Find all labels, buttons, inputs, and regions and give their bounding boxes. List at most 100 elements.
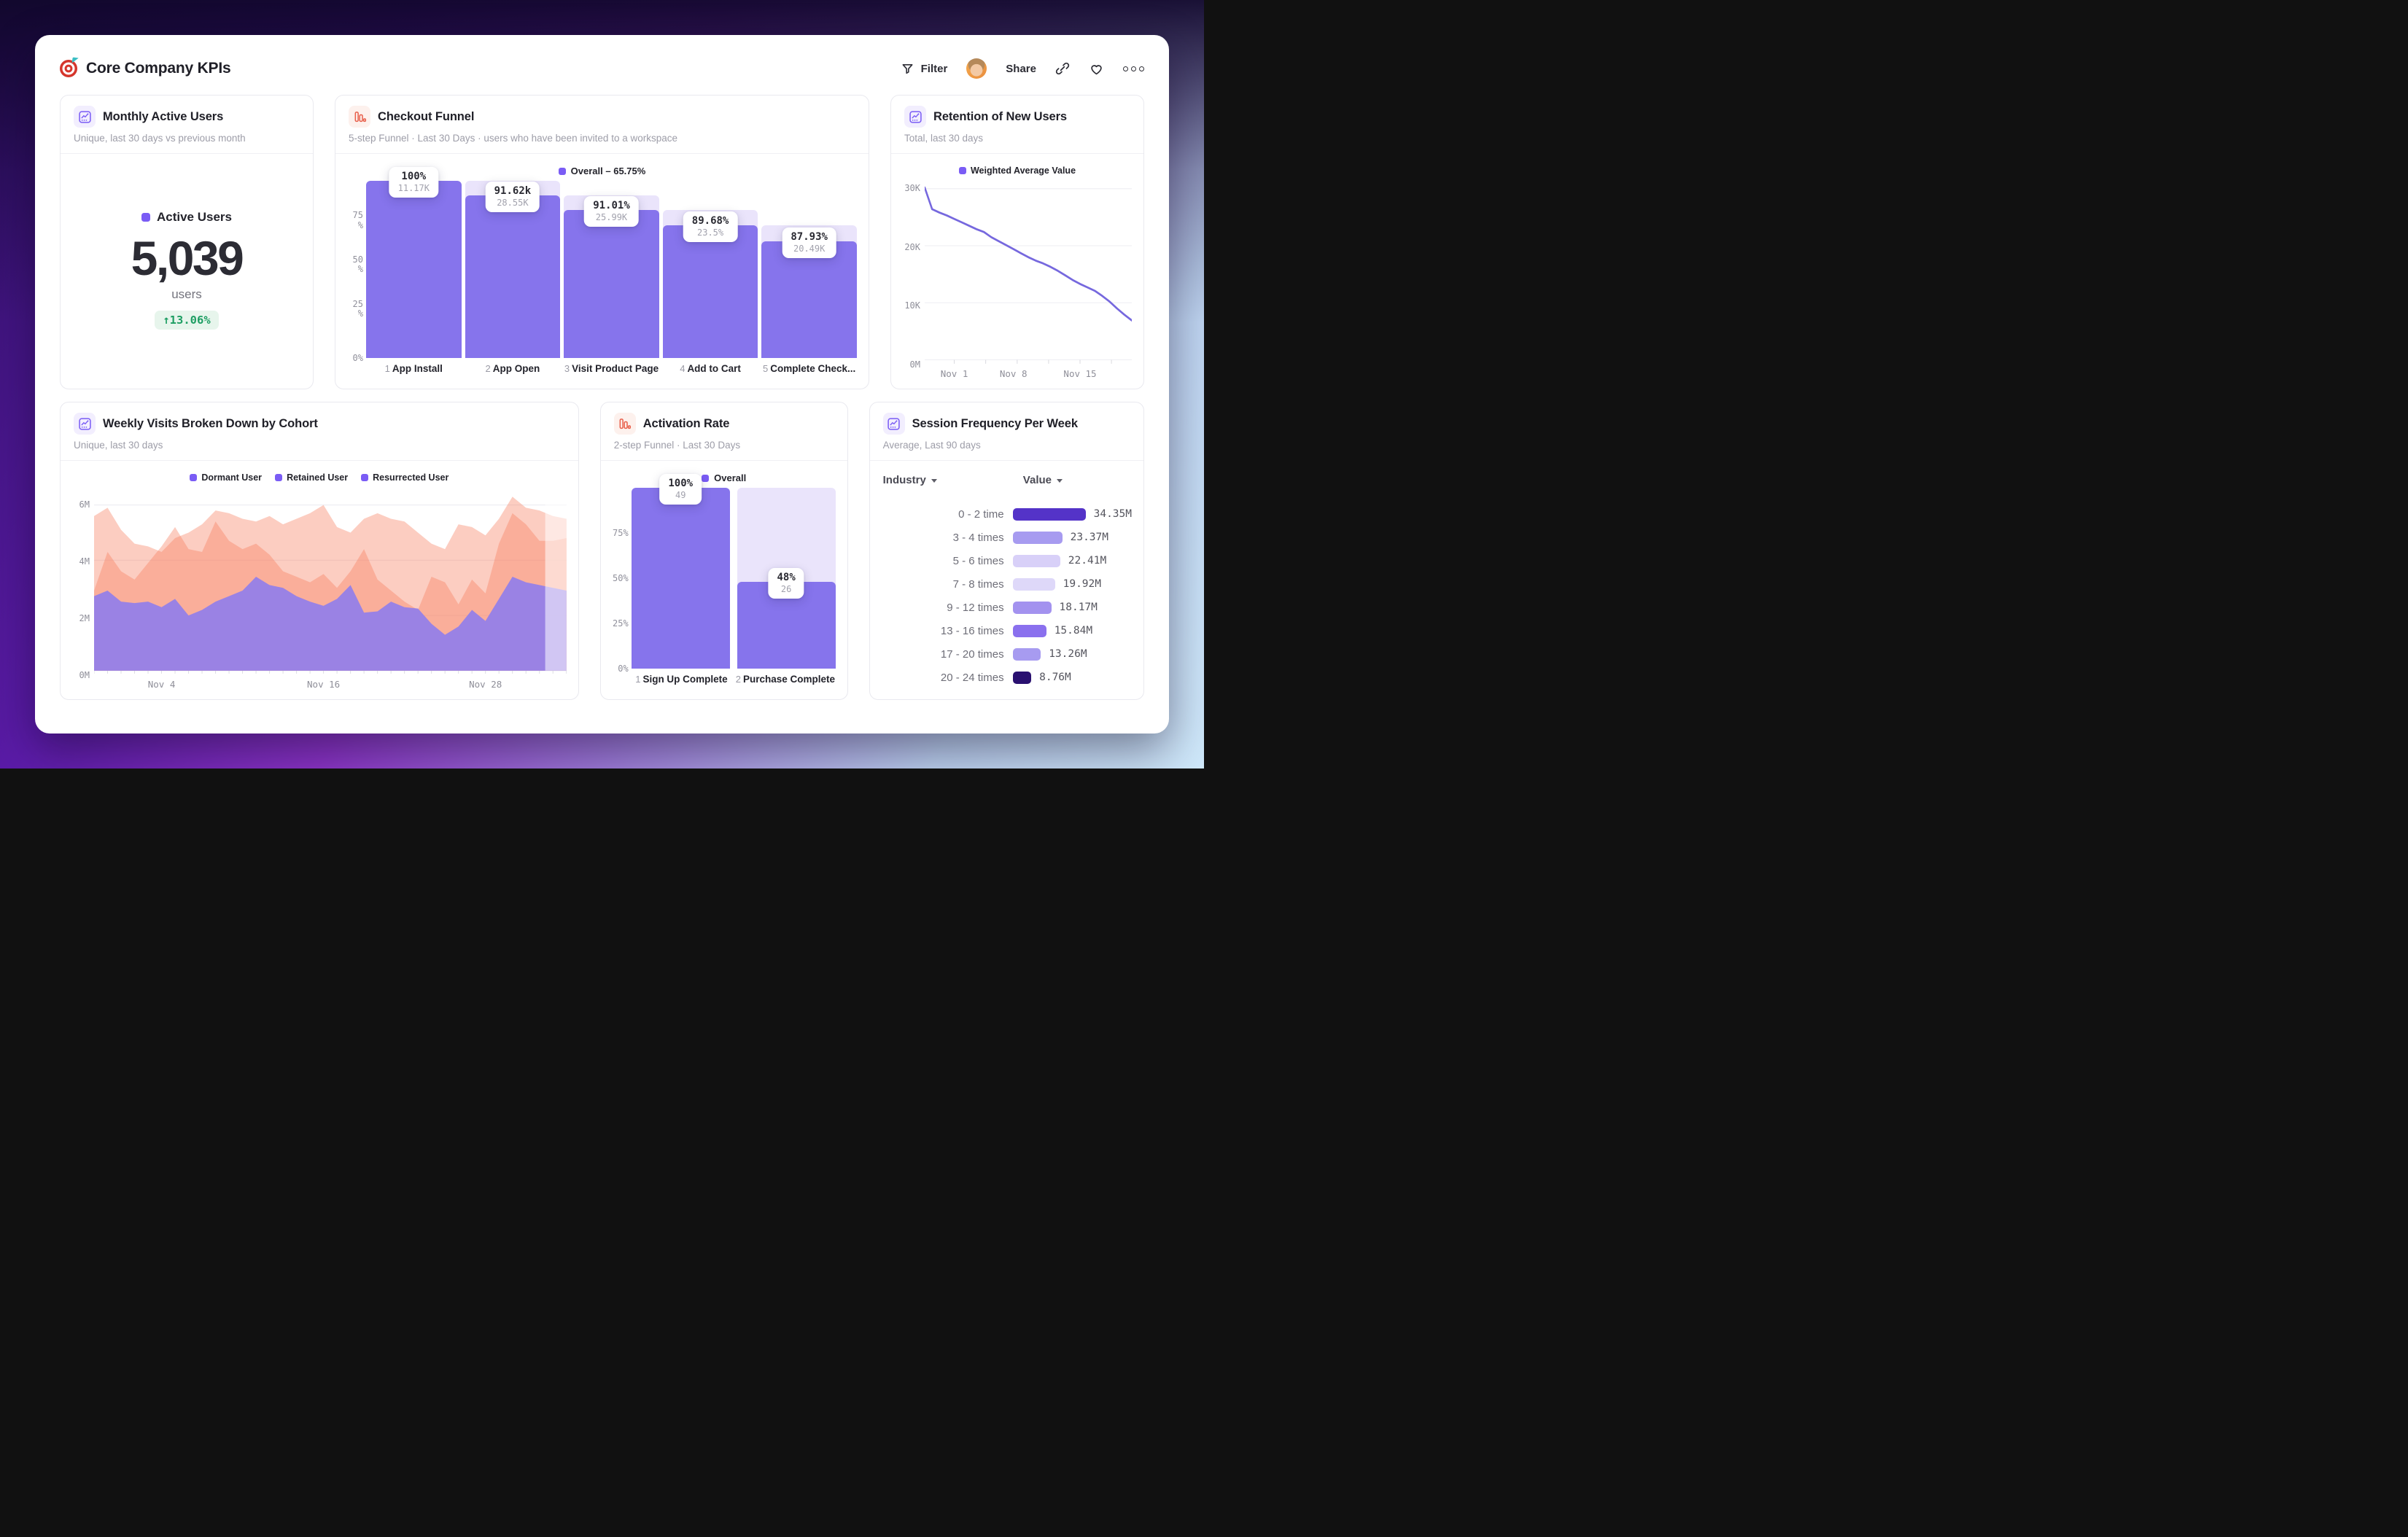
card-monthly-active-users: Monthly Active Users Unique, last 30 day…: [60, 95, 314, 389]
funnel-bar-4[interactable]: 89.68% 23.5%: [662, 181, 758, 358]
funnel-bar-1[interactable]: 100% 11.17K: [366, 167, 462, 358]
line-chart-icon: [904, 106, 926, 128]
session-frequency-list: 0 - 2 time 34.35M 3 - 4 times 23.37M 5 - 6 t…: [882, 502, 1132, 689]
session-range-label: 20 - 24 times: [940, 671, 1004, 684]
card-title: Monthly Active Users: [103, 109, 224, 123]
session-row[interactable]: 9 - 12 times 18.17M: [882, 596, 1132, 619]
chevron-down-icon: [931, 479, 937, 483]
legend-overall[interactable]: Overall – 65.75%: [558, 166, 645, 176]
session-bar[interactable]: [1012, 507, 1086, 521]
legend-swatch: [361, 474, 369, 481]
funnel-bar-5[interactable]: 87.93% 20.49K: [761, 181, 857, 358]
desktop-background: Core Company KPIs Filter Share: [0, 0, 1204, 768]
funnel-bars: 100% 11.17K 91.62k 28.55K 91.01% 25.99K 89.68%…: [366, 167, 857, 358]
activation-bars: 100% 49 48% 26: [631, 474, 836, 669]
bar-tooltip: 87.93% 20.49K: [782, 227, 836, 259]
delta-badge: ↑13.06%: [155, 311, 219, 330]
card-subtitle: Average, Last 90 days: [882, 440, 981, 451]
session-row[interactable]: 7 - 8 times 19.92M: [882, 572, 1132, 596]
y-tick-label: 0M: [79, 670, 90, 680]
session-row[interactable]: 0 - 2 time 34.35M: [882, 502, 1132, 526]
session-bar[interactable]: [1012, 554, 1060, 567]
session-range-label: 17 - 20 times: [940, 647, 1004, 661]
weekly-visits-chart: 6M 4M 2M 0M Nov 4 Nov 16 Nov 28: [72, 487, 567, 690]
funnel-bar-2[interactable]: 48% 26: [737, 488, 836, 669]
legend-retained-user[interactable]: Retained User: [275, 472, 348, 483]
checkout-funnel-chart: 75 % 50 % 25 % 0% 100% 11.17K 91.62k 28.55K 91.…: [347, 167, 857, 363]
x-tick-label: Nov 15: [1063, 368, 1097, 379]
y-tick-label: 50 %: [352, 254, 363, 275]
session-bar[interactable]: [1012, 577, 1055, 591]
legend-active-users[interactable]: Active Users: [141, 210, 232, 225]
session-row[interactable]: 20 - 24 times 8.76M: [882, 666, 1132, 689]
legend-weighted-average[interactable]: Weighted Average Value: [958, 166, 1076, 176]
more-options-icon[interactable]: [1123, 66, 1144, 71]
x-tick-label: Nov 1: [940, 368, 968, 379]
funnel-bar-1[interactable]: 100% 49: [631, 474, 730, 669]
session-bar[interactable]: [1012, 531, 1063, 544]
filter-icon: [901, 62, 914, 76]
y-tick-label: 25%: [613, 618, 629, 629]
session-value: 19.92M: [1063, 578, 1101, 590]
funnel-y-axis: 75 % 50 % 25 % 0%: [347, 181, 366, 363]
dashboard-window: Core Company KPIs Filter Share: [35, 35, 1169, 734]
bar-chart-icon: [349, 106, 370, 128]
value-dropdown[interactable]: Value: [1023, 474, 1063, 486]
activation-y-axis: 75% 50% 25% 0%: [613, 488, 632, 673]
heart-icon[interactable]: [1089, 61, 1104, 77]
session-row[interactable]: 3 - 4 times 23.37M: [882, 526, 1132, 549]
y-tick-label: 30K: [904, 183, 920, 194]
retention-line: [925, 186, 1132, 364]
legend-swatch: [958, 167, 966, 174]
legend-dormant-user[interactable]: Dormant User: [190, 472, 262, 483]
session-bar[interactable]: [1012, 671, 1032, 684]
avatar[interactable]: [966, 58, 987, 79]
card-title: Weekly Visits Broken Down by Cohort: [103, 416, 318, 430]
link-icon[interactable]: [1055, 61, 1070, 76]
session-value: 22.41M: [1068, 555, 1107, 567]
value-bar: [761, 241, 857, 358]
activation-funnel-chart: 75% 50% 25% 0% 100% 49 48% 26: [613, 474, 836, 674]
weekly-x-axis: Nov 4 Nov 16 Nov 28: [94, 676, 567, 690]
legend-resurrected-user[interactable]: Resurrected User: [361, 472, 448, 483]
session-row[interactable]: 5 - 6 times 22.41M: [882, 549, 1132, 572]
chevron-down-icon: [1057, 479, 1063, 483]
card-session-frequency: Session Frequency Per Week Average, Last…: [869, 402, 1144, 700]
x-tick-label: Nov 4: [147, 679, 176, 690]
filter-button[interactable]: Filter: [901, 62, 947, 76]
card-activation-rate: Activation Rate 2-step Funnel · Last 30 …: [599, 402, 848, 700]
x-tick-label: Nov 8: [999, 368, 1028, 379]
session-row[interactable]: 13 - 16 times 15.84M: [882, 619, 1132, 642]
x-axis-label: 5 Complete Check...: [763, 363, 856, 374]
share-button[interactable]: Share: [1006, 62, 1036, 75]
funnel-bar-3[interactable]: 91.01% 25.99K: [564, 181, 659, 358]
funnel-bar-2[interactable]: 91.62k 28.55K: [465, 181, 561, 358]
session-bar[interactable]: [1012, 601, 1052, 614]
card-subtitle: Unique, last 30 days vs previous month: [74, 133, 246, 144]
y-tick-label: 25 %: [352, 298, 363, 319]
legend-swatch: [275, 474, 283, 481]
page-title: Core Company KPIs: [86, 60, 231, 77]
legend-overall[interactable]: Overall: [702, 472, 746, 483]
card-checkout-funnel: Checkout Funnel 5-step Funnel · Last 30 …: [335, 95, 869, 389]
card-title: Checkout Funnel: [378, 109, 475, 123]
y-tick-label: 50%: [613, 572, 629, 583]
session-range-label: 13 - 16 times: [940, 624, 1004, 637]
x-tick-label: Nov 16: [307, 679, 341, 690]
legend-swatch: [190, 474, 198, 481]
value-bar: [662, 225, 758, 358]
bar-chart-icon: [613, 413, 636, 435]
bar-tooltip: 100% 11.17K: [389, 167, 438, 198]
session-value: 13.26M: [1049, 648, 1087, 660]
x-axis-label: 1 Sign Up Complete: [635, 674, 728, 685]
value-bar: [631, 488, 730, 669]
mau-unit: users: [171, 287, 202, 301]
value-bar: [564, 210, 659, 358]
x-axis-label: 1 App Install: [384, 363, 443, 374]
session-value: 23.37M: [1070, 532, 1108, 543]
line-chart-icon: [882, 413, 905, 435]
industry-dropdown[interactable]: Industry: [883, 474, 937, 486]
session-bar[interactable]: [1012, 624, 1046, 637]
session-bar[interactable]: [1012, 647, 1041, 661]
session-row[interactable]: 17 - 20 times 13.26M: [882, 642, 1132, 666]
